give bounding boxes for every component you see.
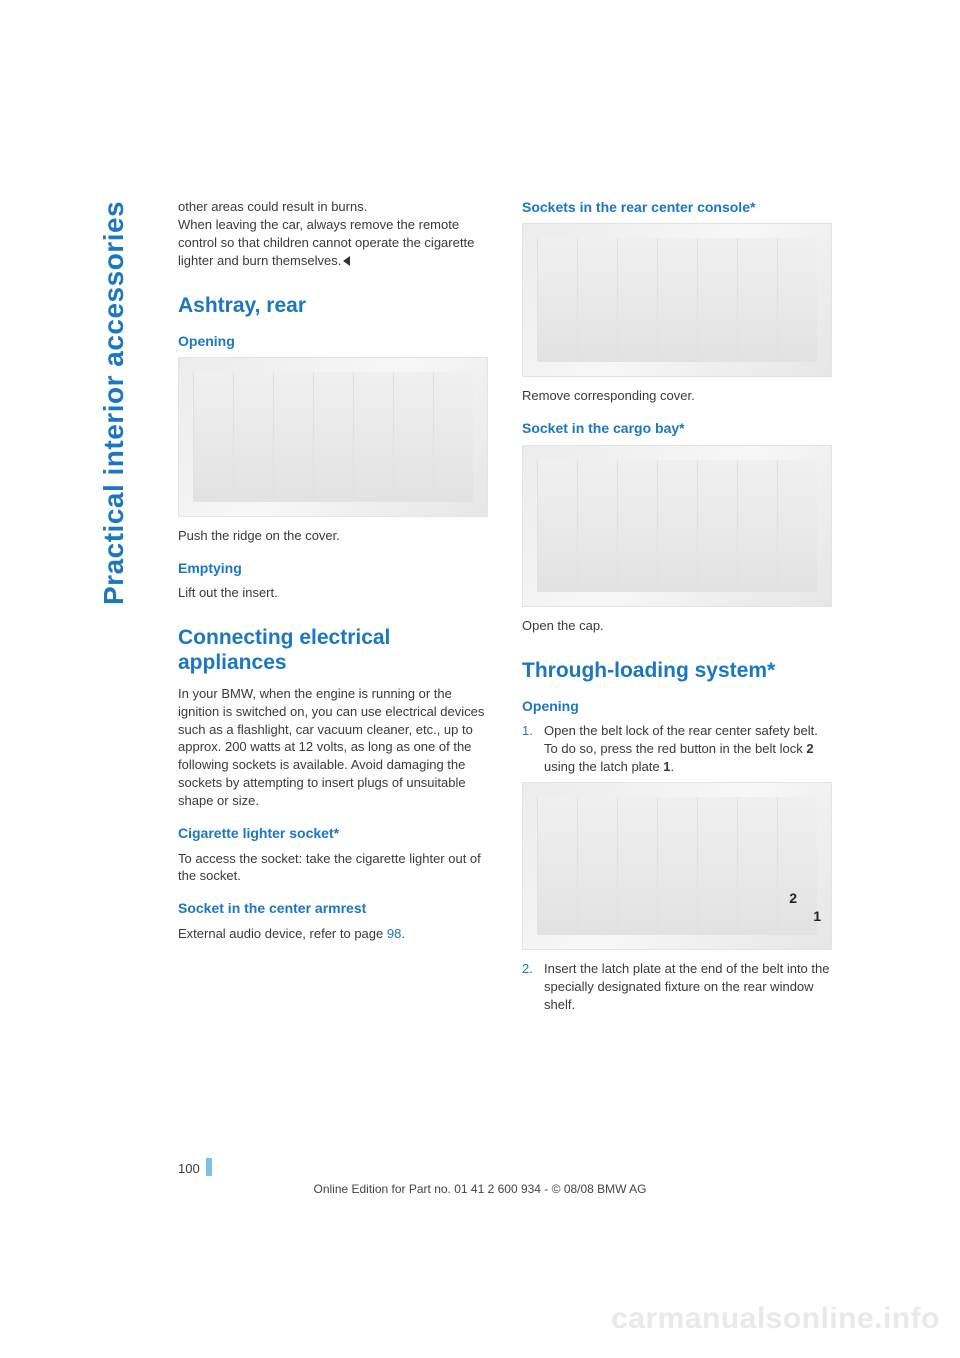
subheading-emptying: Emptying	[178, 559, 488, 578]
left-column: other areas could result in burns. When …	[178, 198, 488, 1020]
list-number: 2.	[522, 960, 544, 1014]
heading-connecting-appliances: Connecting electrical appliances	[178, 626, 488, 674]
body-text: Push the ridge on the cover.	[178, 527, 488, 545]
figure-callout-2: 2	[789, 889, 797, 908]
body-text: Lift out the insert.	[178, 584, 488, 602]
body-text: other areas could result in burns. When …	[178, 198, 488, 270]
body-text: Open the cap.	[522, 617, 832, 635]
page-reference-link[interactable]: 98	[387, 926, 401, 941]
watermark: carmanualsonline.info	[611, 1302, 940, 1336]
subheading-socket-center-armrest: Socket in the center armrest	[178, 899, 488, 918]
section-side-title: Practical interior accessories	[98, 201, 130, 605]
body-text: In your BMW, when the engine is running …	[178, 685, 488, 811]
subheading-socket-cargo-bay: Socket in the cargo bay*	[522, 419, 832, 438]
figure-cargo-bay-socket	[522, 445, 832, 607]
text-fragment: other areas could result in burns.	[178, 199, 367, 214]
callout-number: 2	[806, 741, 813, 756]
body-text: To access the socket: take the cigarette…	[178, 850, 488, 886]
list-number: 1.	[522, 722, 544, 776]
list-text: Insert the latch plate at the end of the…	[544, 960, 832, 1014]
subheading-opening: Opening	[178, 332, 488, 351]
text-fragment: Open the belt lock of the rear center sa…	[544, 723, 818, 756]
right-column: Sockets in the rear center console* Remo…	[522, 198, 832, 1020]
page-number: 100	[178, 1161, 200, 1176]
figure-placeholder	[537, 238, 817, 362]
text-fragment: .	[401, 926, 405, 941]
subheading-sockets-rear-console: Sockets in the rear center console*	[522, 198, 832, 217]
numbered-steps: 2. Insert the latch plate at the end of …	[522, 960, 832, 1014]
heading-through-loading: Through-loading system*	[522, 659, 832, 683]
figure-placeholder	[193, 372, 473, 502]
text-fragment: External audio device, refer to page	[178, 926, 387, 941]
body-text: Remove corresponding cover.	[522, 387, 832, 405]
subheading-opening-2: Opening	[522, 697, 832, 716]
page-number-block: 100	[178, 1158, 212, 1176]
list-item: 1. Open the belt lock of the rear center…	[522, 722, 832, 776]
manual-page: Practical interior accessories other are…	[0, 0, 960, 1358]
figure-placeholder	[537, 797, 817, 935]
figure-rear-center-console	[522, 223, 832, 377]
text-fragment: using the latch plate	[544, 759, 663, 774]
figure-placeholder	[537, 460, 817, 592]
list-text: Open the belt lock of the rear center sa…	[544, 722, 832, 776]
subheading-cigarette-lighter-socket: Cigarette lighter socket*	[178, 824, 488, 843]
two-column-layout: other areas could result in burns. When …	[178, 198, 870, 1020]
end-triangle-icon	[343, 256, 350, 266]
heading-ashtray-rear: Ashtray, rear	[178, 294, 488, 318]
body-text: External audio device, refer to page 98.	[178, 925, 488, 943]
page-number-tick	[206, 1158, 212, 1176]
text-fragment: When leaving the car, always remove the …	[178, 217, 474, 268]
footer-copyright: Online Edition for Part no. 01 41 2 600 …	[0, 1182, 960, 1196]
figure-belt-lock: 1 2	[522, 782, 832, 950]
text-fragment: .	[670, 759, 674, 774]
numbered-steps: 1. Open the belt lock of the rear center…	[522, 722, 832, 776]
list-item: 2. Insert the latch plate at the end of …	[522, 960, 832, 1014]
figure-ashtray-rear	[178, 357, 488, 517]
figure-callout-1: 1	[813, 907, 821, 926]
